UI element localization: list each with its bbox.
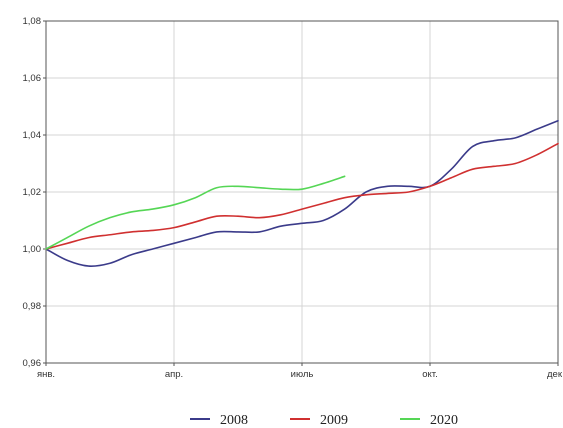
- legend-label-2008: 2008: [220, 413, 248, 428]
- x-tick-label: апр.: [165, 369, 183, 380]
- y-tick-label: 1,06: [23, 73, 42, 84]
- series-line-2009: [45, 142, 559, 250]
- legend-label-2020: 2020: [430, 413, 458, 428]
- x-tick-label: янв.: [37, 369, 55, 380]
- series-line-2020: [45, 175, 346, 250]
- y-tick-label: 1,02: [23, 187, 42, 198]
- x-tick-label: окт.: [422, 369, 437, 380]
- series-line-2008: [45, 119, 559, 267]
- y-tick-label: 0,96: [23, 358, 42, 369]
- legend: 2008 2009 2020: [190, 413, 458, 428]
- series-lines: [45, 119, 559, 267]
- y-tick-label: 1,00: [23, 244, 42, 255]
- y-axis-ticks: 0,96 0,98 1,00 1,02 1,04 1,06 1,08: [23, 16, 46, 369]
- x-tick-label: дек: [547, 369, 563, 380]
- y-tick-label: 0,98: [23, 301, 42, 312]
- legend-label-2009: 2009: [320, 413, 348, 428]
- y-tick-label: 1,04: [23, 130, 42, 141]
- x-axis-ticks: янв. апр. июль окт. дек: [37, 363, 563, 380]
- x-tick-label: июль: [291, 369, 314, 380]
- y-tick-label: 1,08: [23, 16, 42, 27]
